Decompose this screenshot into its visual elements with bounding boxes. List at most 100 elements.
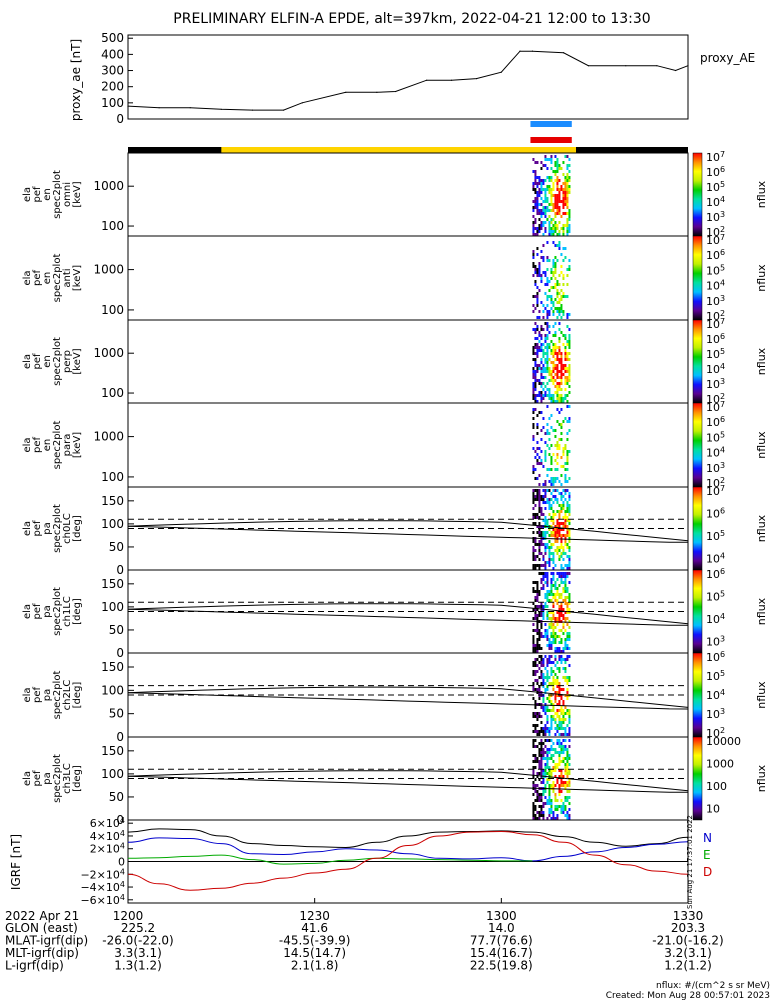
spectrogram-cell (552, 310, 555, 313)
spectrogram-cell (560, 581, 563, 584)
spectrogram-cell (532, 489, 535, 492)
spectrogram-cell (566, 382, 569, 385)
spectrogram-cell (564, 397, 567, 400)
spectrogram-cell (550, 370, 553, 373)
spectrogram-cell (552, 379, 555, 382)
spectrogram-cell (544, 572, 547, 575)
spectrogram-cell (542, 206, 545, 209)
spectrogram-cell (556, 593, 559, 596)
ae-ytick-label: 300 (101, 64, 124, 78)
spectrogram-cell (566, 769, 569, 772)
spectrogram-cell (564, 584, 567, 587)
spectrogram-cell (534, 673, 537, 676)
spectrogram-cell (558, 411, 561, 414)
spectrogram-cell (566, 453, 569, 456)
spectrogram-cell (546, 629, 549, 632)
spectrogram-cell (542, 483, 545, 486)
spectrogram-cell (554, 495, 557, 498)
spectrogram-cell (566, 370, 569, 373)
spectrogram-cell (552, 685, 555, 688)
spectrogram-cell (562, 808, 565, 811)
spectrogram-cell (558, 388, 561, 391)
spectrogram-cell (552, 364, 555, 367)
spectrogram-cell (534, 280, 537, 283)
spectrogram-cell (556, 587, 559, 590)
spectrogram-cell (538, 492, 541, 495)
ae-point (376, 91, 378, 93)
spectrogram-cell (548, 739, 551, 742)
spectrogram-cell (532, 802, 535, 805)
spectrogram-cell (552, 182, 555, 185)
spectrogram-cell (552, 218, 555, 221)
spectrogram-cell (538, 534, 541, 537)
spectrogram-cell (558, 572, 561, 575)
ae-point (687, 65, 689, 67)
spectrogram-cell (564, 578, 567, 581)
spectrogram-cell (550, 709, 553, 712)
spectrogram-cell (538, 191, 541, 194)
spectrogram-cell (564, 599, 567, 602)
spectrogram-cell (568, 769, 571, 772)
spectrogram-cell (566, 221, 569, 224)
spectrogram-cell (556, 528, 559, 531)
spectrogram-cell (566, 233, 569, 236)
spectrogram-cell (562, 528, 565, 531)
colorbar-tick-label: 104 (706, 688, 725, 702)
spectrogram-cell (540, 367, 543, 370)
spectrogram-cell (550, 724, 553, 727)
spectrogram-cell (536, 593, 539, 596)
spectrogram-cell (566, 772, 569, 775)
spectrogram-cell (534, 203, 537, 206)
spectrogram-cell (536, 670, 539, 673)
spectrogram-cell (558, 703, 561, 706)
ae-ytick-label: 100 (101, 96, 124, 110)
spectrogram-cell (546, 334, 549, 337)
spectrogram-cell (550, 769, 553, 772)
spectrogram-cell (544, 307, 547, 310)
spectrogram-cell (540, 727, 543, 730)
spectrogram-cell (546, 614, 549, 617)
spectrogram-cell (548, 730, 551, 733)
spectrogram-cell (564, 596, 567, 599)
spectrogram-cell (568, 790, 571, 793)
loss-cone-curve (127, 770, 689, 792)
spectrogram-cell (544, 596, 547, 599)
pa-ytick-label: 50 (109, 790, 124, 804)
spectrogram-cell (554, 540, 557, 543)
spectrogram-cell (546, 531, 549, 534)
spectrogram-cell (564, 739, 567, 742)
spectrogram-cell (542, 465, 545, 468)
spectrogram-cell (568, 495, 571, 498)
spectrogram-cell (556, 367, 559, 370)
spectrogram-cell (532, 352, 535, 355)
spectrogram-cell (560, 358, 563, 361)
spectrogram-cell (546, 721, 549, 724)
spectrogram-cell (566, 510, 569, 513)
spectrogram-cell (532, 367, 535, 370)
spectrogram-cell (544, 522, 547, 525)
spectrogram-cell (562, 775, 565, 778)
spectrogram-cell (564, 727, 567, 730)
spectrogram-cell (546, 673, 549, 676)
spectrogram-cell (544, 784, 547, 787)
spectrogram-cell (550, 298, 553, 301)
spectrogram-cell (548, 501, 551, 504)
spectrogram-cell (536, 543, 539, 546)
spectrogram-cell (568, 268, 571, 271)
spectrogram-cell (560, 352, 563, 355)
spectrogram-cell (544, 271, 547, 274)
spectrogram-cell (556, 203, 559, 206)
spectrogram-cell (542, 805, 545, 808)
spectrogram-cell (568, 230, 571, 233)
spectrogram-cell (564, 182, 567, 185)
spectrogram-cell (540, 182, 543, 185)
spectrogram-cell (548, 453, 551, 456)
spectrogram-cell (532, 215, 535, 218)
spectrogram-cell (552, 346, 555, 349)
spectrogram-cell (538, 543, 541, 546)
colorbar-tick-label: 104 (706, 279, 725, 293)
colorbar-tick-label: 105 (706, 430, 725, 444)
spectrogram-cell (538, 510, 541, 513)
spectrogram-cell (556, 724, 559, 727)
spectrogram-cell (560, 394, 563, 397)
